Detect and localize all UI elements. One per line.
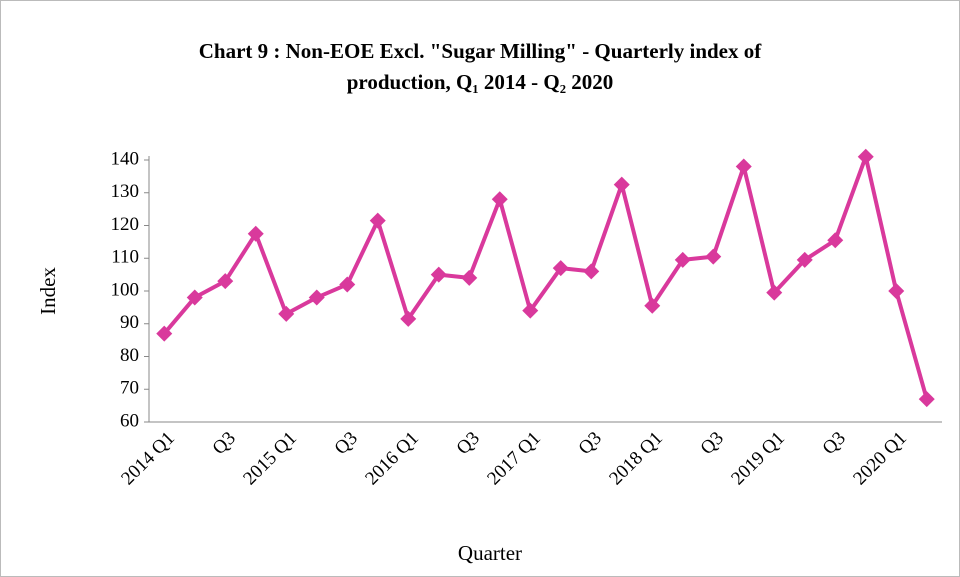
marker	[644, 297, 661, 314]
marker	[369, 212, 386, 229]
marker	[857, 148, 874, 165]
y-tick-label: 90	[120, 312, 139, 333]
chart-title: Chart 9 : Non-EOE Excl. "Sugar Milling" …	[199, 39, 763, 63]
marker	[827, 232, 844, 249]
x-axis-label: Quarter	[458, 541, 522, 565]
chart-title: production, Q₁ 2014 - Q₂ 2020	[347, 70, 614, 94]
marker	[430, 266, 447, 283]
marker	[705, 248, 722, 265]
marker	[888, 283, 905, 299]
marker	[522, 302, 539, 319]
marker	[156, 325, 173, 342]
y-tick-label: 60	[120, 410, 139, 431]
marker	[796, 251, 813, 268]
marker	[583, 263, 600, 280]
y-tick-label: 70	[120, 378, 139, 399]
y-tick-label: 140	[111, 148, 140, 169]
marker	[613, 176, 630, 193]
y-axis-label: Index	[36, 267, 60, 315]
y-tick-label: 100	[111, 279, 140, 300]
marker	[918, 391, 935, 408]
marker	[247, 225, 264, 242]
marker	[186, 289, 203, 306]
marker	[400, 310, 417, 327]
y-tick-label: 110	[111, 247, 139, 268]
marker	[766, 284, 783, 301]
marker	[735, 158, 752, 175]
marker	[308, 289, 325, 306]
y-tick-label: 120	[111, 214, 140, 235]
y-tick-label: 80	[120, 345, 139, 366]
marker	[217, 273, 234, 290]
marker	[339, 276, 356, 293]
marker	[552, 260, 569, 277]
marker	[461, 269, 478, 286]
marker	[674, 251, 691, 268]
marker	[491, 191, 508, 208]
marker	[278, 305, 295, 322]
y-tick-label: 130	[111, 181, 140, 202]
